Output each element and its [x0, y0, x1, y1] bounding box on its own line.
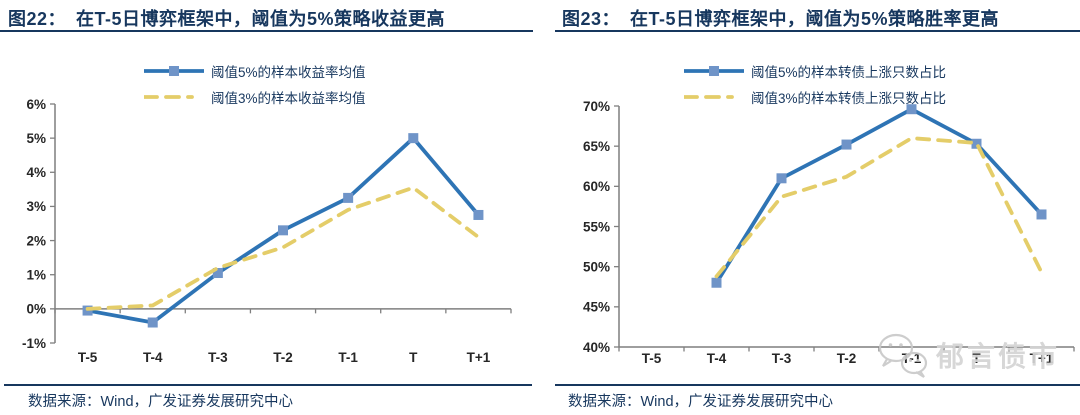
x-tick-label: T+1 [1030, 351, 1054, 366]
svg-text:4%: 4% [26, 165, 46, 180]
figure-number: 图23： [562, 9, 621, 29]
data-point-marker [147, 317, 158, 328]
data-point-marker [971, 138, 982, 149]
source-note: 数据来源：Wind，广发证券发展研究中心 [28, 394, 294, 410]
data-point-marker [278, 225, 288, 236]
legend-swatch-dashed-line [684, 95, 744, 99]
chart-legend: 阈值5%的样本转债上涨只数占比 阈值3%的样本转债上涨只数占比 [684, 60, 946, 112]
figure-22-panel: 图22： 在T-5日博弈框架中，阈值为5%策略收益更高 阈值5%的样本收益率均值 … [0, 5, 533, 410]
figure-title-text: 在T-5日博弈框架中，阈值为5%策略胜率更高 [630, 9, 1000, 29]
title-rule [0, 30, 533, 32]
legend-swatch-solid-line [684, 66, 744, 76]
legend-label: 阈值3%的样本收益率均值 [211, 91, 366, 106]
data-point-marker [776, 173, 787, 184]
x-tick-label: T-1 [902, 351, 922, 366]
source-note: 数据来源：Wind，广发证券发展研究中心 [568, 394, 834, 410]
figure-22-title: 图22： 在T-5日博弈框架中，阈值为5%策略收益更高 [8, 5, 445, 31]
x-tick-label: T-3 [208, 350, 228, 365]
x-tick-label: T-4 [143, 350, 163, 365]
data-point-marker [408, 133, 419, 144]
svg-text:40%: 40% [583, 340, 610, 355]
source-rule [4, 384, 532, 386]
x-tick-label: T-2 [273, 350, 293, 365]
legend-item: 阈值5%的样本收益率均值 [144, 60, 366, 82]
svg-text:60%: 60% [583, 179, 610, 194]
x-tick-label: T-5 [78, 350, 98, 365]
x-tick-label: T-3 [772, 351, 792, 366]
y-axis: 70% 65% 60% 55% 50% 45% 40% [583, 99, 620, 355]
legend-label: 阈值5%的样本收益率均值 [211, 65, 366, 80]
x-axis [54, 308, 512, 314]
figure-23-panel: 图23： 在T-5日博弈框架中，阈值为5%策略胜率更高 阈值5%的样本转债上涨只数… [540, 0, 1080, 415]
data-point-marker [906, 104, 917, 115]
figure-title-text: 在T-5日博弈框架中，阈值为5%策略收益更高 [76, 9, 446, 29]
data-point-marker [343, 192, 354, 203]
svg-text:50%: 50% [583, 259, 610, 274]
y-axis: 6% 5% 4% 3% 2% 1% 0% -1% [22, 97, 56, 351]
data-point-marker [711, 277, 722, 288]
svg-text:55%: 55% [583, 219, 610, 234]
svg-text:45%: 45% [583, 300, 610, 315]
figure-number: 图22： [8, 9, 67, 29]
svg-text:0%: 0% [26, 302, 46, 317]
svg-text:1%: 1% [26, 268, 46, 283]
x-tick-label: T [409, 350, 418, 365]
legend-label: 阈值5%的样本转债上涨只数占比 [751, 65, 947, 80]
chart-legend: 阈值5%的样本收益率均值 阈值3%的样本收益率均值 [144, 60, 366, 112]
svg-text:65%: 65% [583, 139, 610, 154]
x-tick-label: T-2 [837, 351, 857, 366]
data-point-marker [212, 268, 223, 279]
x-tick-label: T [972, 351, 981, 366]
source-rule [555, 384, 1080, 386]
series-line-1 [714, 136, 1044, 279]
x-tick-label: T-4 [707, 351, 727, 366]
legend-item: 阈值3%的样本收益率均值 [144, 86, 366, 108]
legend-swatch-dashed-line [144, 95, 204, 99]
legend-item: 阈值3%的样本转债上涨只数占比 [684, 86, 946, 108]
line-chart-figure-22: 6% 5% 4% 3% 2% 1% 0% -1% T-5 T-4 T-3 T-2 T-1 T T+1 [22, 97, 512, 365]
svg-text:3%: 3% [26, 199, 46, 214]
svg-text:5%: 5% [26, 131, 46, 146]
legend-swatch-solid-line [144, 66, 204, 76]
line-chart-figure-23: 70% 65% 60% 55% 50% 45% 40% T-5 T-4 T-3 T-2 T-1 T T+1 [583, 99, 1075, 366]
series-line-1 [85, 185, 481, 311]
series-line-0 [714, 107, 1043, 284]
x-tick-label: T-5 [642, 351, 662, 366]
svg-text:70%: 70% [583, 99, 610, 114]
data-point-marker [841, 139, 852, 150]
data-point-marker [1036, 209, 1047, 220]
legend-item: 阈值5%的样本转债上涨只数占比 [684, 60, 946, 82]
legend-label: 阈值3%的样本转债上涨只数占比 [751, 91, 947, 106]
svg-text:6%: 6% [26, 97, 46, 112]
series-markers-0 [711, 104, 1047, 288]
svg-text:2%: 2% [26, 233, 46, 248]
x-tick-label: T+1 [467, 350, 491, 365]
x-tick-label: T-1 [338, 350, 358, 365]
data-point-marker [473, 209, 484, 220]
title-rule [555, 30, 1080, 32]
svg-text:-1%: -1% [22, 336, 46, 351]
figure-23-title: 图23： 在T-5日博弈框架中，阈值为5%策略胜率更高 [562, 5, 999, 31]
series-markers-0 [82, 133, 484, 328]
